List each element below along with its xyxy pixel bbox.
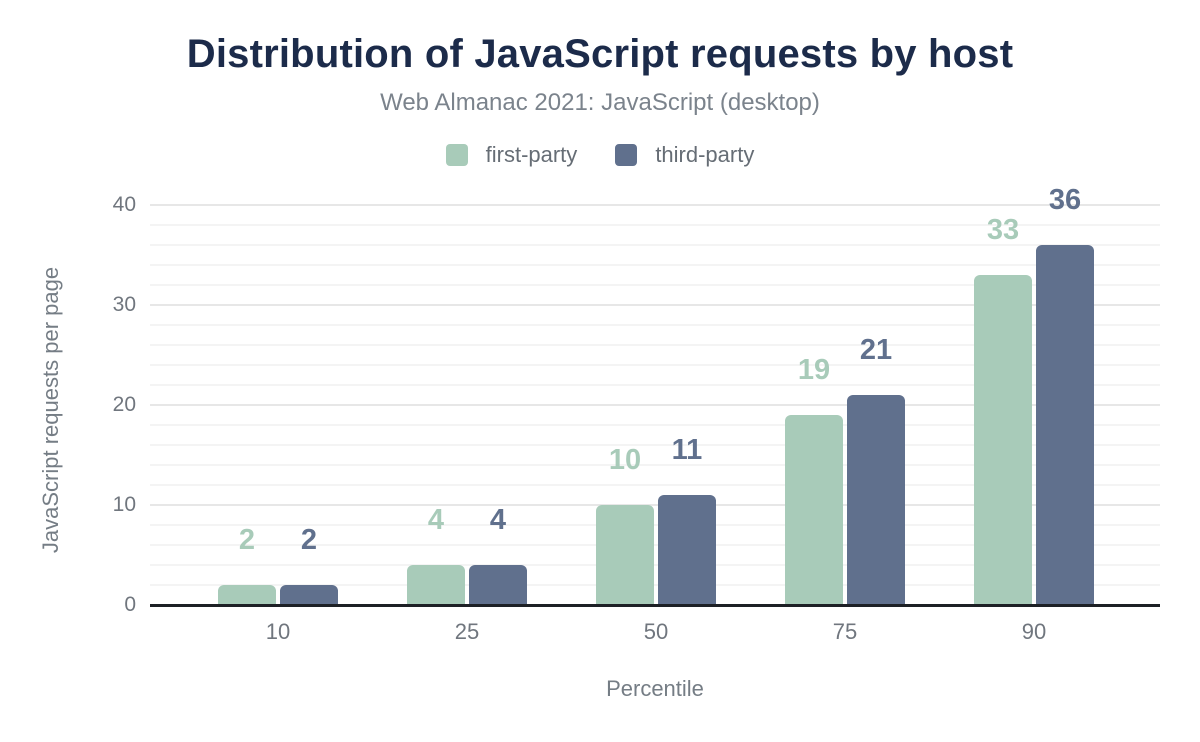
gridline-major (150, 204, 1160, 206)
gridline-minor (150, 484, 1160, 486)
gridline-minor (150, 584, 1160, 586)
bar-first-party (974, 275, 1032, 605)
value-label-first-party: 10 (608, 444, 642, 476)
gridline-major (150, 504, 1160, 506)
bar-first-party (785, 415, 843, 605)
bar-first-party (407, 565, 465, 605)
gridline-minor (150, 424, 1160, 426)
gridline-minor (150, 264, 1160, 266)
x-tick-label: 50 (643, 619, 669, 644)
legend-label-third-party: third-party (655, 142, 755, 167)
gridline-major (150, 304, 1160, 306)
bar-third-party (469, 565, 527, 605)
gridline-major (150, 404, 1160, 406)
legend-swatch-third-party (615, 144, 638, 166)
gridline-minor (150, 284, 1160, 286)
gridline-minor (150, 564, 1160, 566)
x-tick-label: 10 (265, 619, 291, 644)
gridline-minor (150, 524, 1160, 526)
bar-third-party (1036, 245, 1094, 605)
x-tick-label: 25 (454, 619, 480, 644)
gridline-minor (150, 324, 1160, 326)
x-axis-line (150, 604, 1160, 607)
value-label-third-party: 4 (489, 504, 507, 536)
value-label-first-party: 19 (797, 354, 831, 386)
y-tick-label: 0 (124, 593, 136, 616)
bar-first-party (218, 585, 276, 605)
bar-third-party (847, 395, 905, 605)
value-label-third-party: 2 (300, 524, 318, 556)
legend-item-first-party: first-party (445, 142, 578, 168)
legend: first-party third-party (0, 142, 1200, 168)
bar-first-party (596, 505, 654, 605)
x-tick-label: 75 (832, 619, 858, 644)
y-tick-label: 40 (112, 193, 136, 216)
value-label-first-party: 2 (238, 524, 256, 556)
y-tick-label: 20 (112, 393, 136, 416)
value-label-first-party: 33 (986, 214, 1020, 246)
value-label-third-party: 36 (1048, 184, 1082, 216)
y-tick-label: 30 (112, 293, 136, 316)
gridline-minor (150, 344, 1160, 346)
gridline-minor (150, 244, 1160, 246)
x-axis-title: Percentile (606, 676, 704, 701)
bar-third-party (658, 495, 716, 605)
x-tick-label: 90 (1021, 619, 1047, 644)
value-label-first-party: 4 (427, 504, 445, 536)
legend-item-third-party: third-party (615, 142, 754, 168)
value-label-third-party: 11 (671, 434, 703, 466)
gridline-minor (150, 464, 1160, 466)
gridline-minor (150, 444, 1160, 446)
legend-swatch-first-party (445, 144, 468, 166)
gridline-minor (150, 384, 1160, 386)
legend-label-first-party: first-party (485, 142, 578, 167)
chart-subtitle: Web Almanac 2021: JavaScript (desktop) (380, 89, 820, 116)
gridline-minor (150, 544, 1160, 546)
value-label-third-party: 21 (859, 334, 893, 366)
gridline-minor (150, 364, 1160, 366)
chart-title: Distribution of JavaScript requests by h… (186, 32, 1014, 76)
plot-area: 2 2 4 4 10 11 19 21 33 36 10 25 50 75 90 (150, 186, 1160, 644)
y-tick-label: 10 (112, 493, 136, 516)
bar-third-party (280, 585, 338, 605)
gridline-minor (150, 224, 1160, 226)
